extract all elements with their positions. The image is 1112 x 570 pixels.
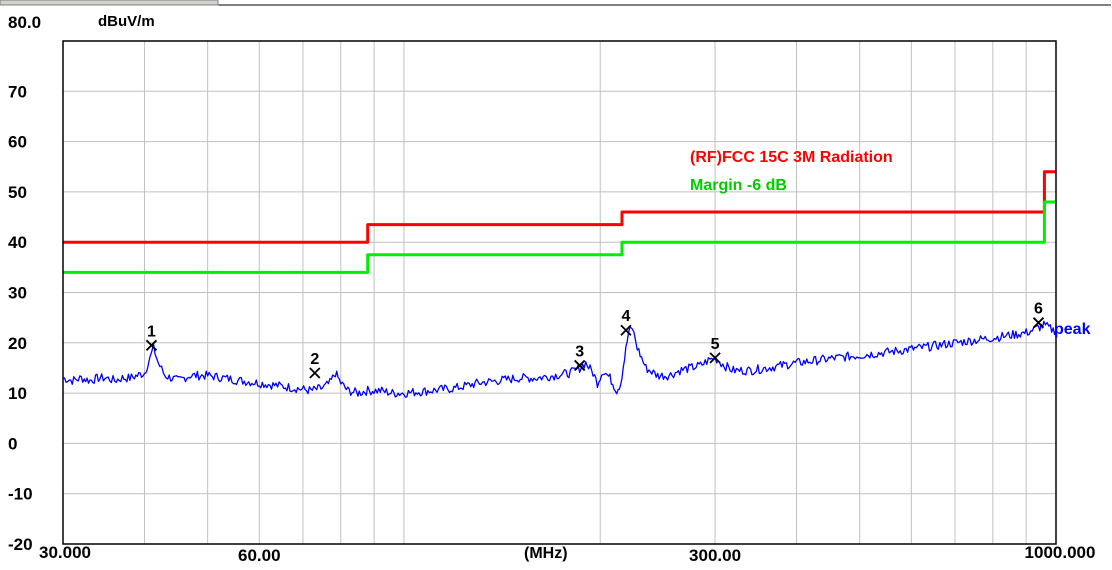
series-layer [62,170,1057,398]
plot-frame [62,40,1057,545]
y-tick-label: 20 [8,334,27,353]
y-tick-label: 40 [8,233,27,252]
y-tick-label: 0 [8,434,17,453]
y-unit-label: dBuV/m [98,13,155,30]
y-tick-label: -10 [8,485,33,504]
marker-layer: 1 2 3 4 5 6 [145,301,1045,379]
x-tick-label: 60.00 [238,546,281,565]
x-tick-label: 300.00 [689,546,741,565]
marker-label: 1 [147,323,156,340]
legend-margin-label: Margin -6 dB [690,177,787,194]
y-tick-label: -20 [8,535,33,554]
trace-peak-label: peak [1054,321,1091,338]
marker-x [574,359,586,372]
peak-trace [62,320,1057,398]
y-tick-labels: 70 60 50 40 30 20 10 0 -10 -20 [8,82,33,554]
y-tick-label: 30 [8,284,27,303]
top-tab [0,0,219,6]
y-tick-label: 70 [8,82,27,101]
y-top-label: 80.0 [8,13,41,32]
x-tick-label: 30.000 [39,543,91,562]
marker-label: 3 [575,343,584,360]
x-tick-labels: 30.000 60.00 300.00 1000.000 [39,543,1095,565]
y-tick-label: 60 [8,133,27,152]
x-tick-label: 1000.000 [1025,543,1096,562]
grid-lines [63,41,1056,544]
x-unit-label: (MHz) [524,545,568,562]
marker-x [620,324,632,336]
margin-line [63,200,1056,274]
marker-label: 6 [1034,301,1043,318]
marker-label: 5 [711,336,720,353]
marker-x [709,352,721,364]
marker-label: 2 [310,351,319,368]
marker-x [309,367,321,379]
limit-line [63,170,1056,244]
marker-label: 4 [621,308,630,325]
y-tick-label: 50 [8,183,27,202]
marker-x [1032,317,1045,329]
marker-x [145,339,158,351]
legend-limit-label: (RF)FCC 15C 3M Radiation [690,149,893,166]
y-tick-label: 10 [8,384,27,403]
